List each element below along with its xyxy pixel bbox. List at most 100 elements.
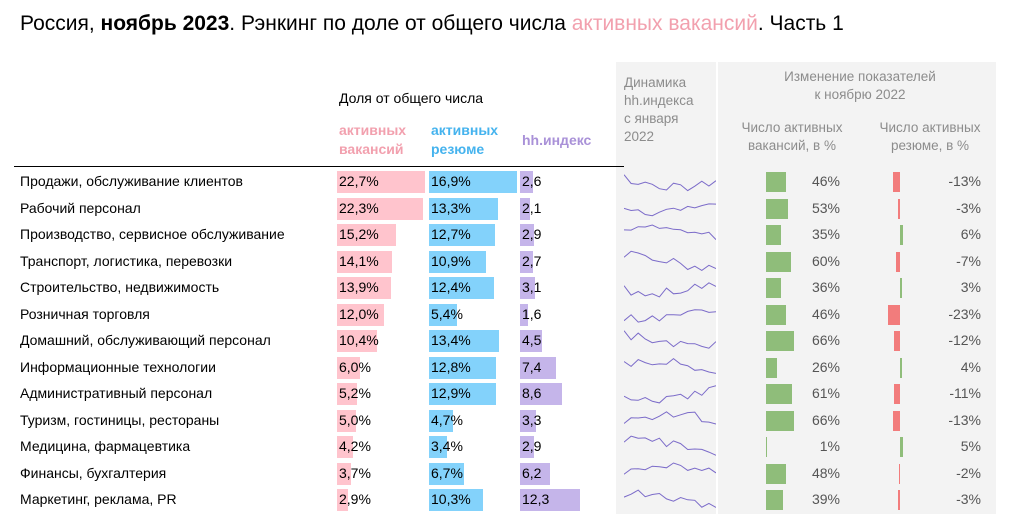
vacancies-value: 4,2% (339, 438, 371, 454)
resumes-bar (429, 303, 458, 326)
resumes-change-bar (900, 278, 902, 298)
sparkline-path (624, 461, 716, 475)
resumes-bar (429, 489, 483, 511)
title-suffix: . Часть 1 (757, 12, 844, 35)
vacancies-change-bar (766, 331, 794, 351)
vacancies-change-bar (766, 198, 789, 219)
vacancies-value: 12,0% (339, 305, 379, 322)
change-panel-background (616, 62, 996, 514)
index-sparkline (624, 250, 716, 271)
vacancies-bar (337, 330, 378, 352)
index-bar (520, 356, 557, 379)
title-period: ноябрь 2023 (100, 12, 230, 35)
sparkline-path (624, 308, 716, 323)
vacancies-change-value: 61% (811, 385, 840, 401)
resumes-bar (429, 250, 486, 273)
vacancies-change-value: 26% (811, 358, 840, 375)
vacancies-change-bar (766, 410, 794, 431)
resumes-bar (429, 356, 496, 379)
resumes-change-value: -13% (948, 411, 981, 428)
vacancies-change-value: 66% (811, 332, 840, 348)
index-bar (520, 409, 537, 432)
category-label: Медицина, фармацевтика (20, 438, 191, 454)
resumes-header-line2: резюме (431, 141, 485, 157)
vacancies-change-value: 46% (811, 305, 840, 322)
resumes-value: 3,4% (431, 438, 463, 454)
index-value: 2,1 (522, 199, 542, 216)
index-value: 3,3 (522, 411, 542, 428)
table-row: Производство, сервисное обслуживание 15,2… (0, 222, 1024, 248)
vacancies-change-bar (766, 251, 792, 272)
vacancies-header-line1: активных (339, 122, 407, 138)
resumes-change-value: -13% (948, 173, 981, 189)
change-vacancies-header-line2: вакансий, в % (748, 138, 836, 153)
vacancies-change-value: 46% (811, 173, 840, 189)
index-sparkline (624, 282, 716, 298)
resumes-change-bar (894, 384, 900, 404)
sparkline-path (624, 250, 716, 271)
vacancies-bar (337, 409, 357, 432)
vacancies-value: 15,2% (339, 226, 379, 242)
panel-separator (716, 62, 718, 514)
change-header: Изменение показателей к ноябрю 2022 (740, 68, 980, 104)
table-row: Розничная торговля 12,0% 5,4% 1,6 46% -23% (0, 302, 1024, 328)
resumes-change-bar (893, 331, 900, 351)
change-resumes-header-line2: резюме, в % (890, 138, 970, 153)
vacancies-value: 5,2% (339, 385, 371, 401)
index-bar (520, 383, 562, 405)
category-label: Транспорт, логистика, перевозки (20, 252, 233, 269)
index-value: 7,4 (522, 358, 542, 375)
index-value: 8,6 (522, 385, 542, 401)
vacancies-value: 22,7% (339, 173, 379, 189)
index-value: 2,9 (522, 438, 542, 454)
category-label: Маркетинг, реклама, PR (20, 491, 177, 507)
title-middle: . Рэнкинг по доле от общего числа (229, 12, 572, 35)
vacancies-bar (337, 383, 358, 405)
index-sparkline (624, 224, 716, 240)
resumes-change-value: 3% (960, 279, 981, 295)
vacancies-value: 13,9% (339, 279, 379, 295)
vacancies-change-bar (766, 225, 781, 245)
sparkline-path (624, 410, 716, 424)
index-sparkline (624, 410, 716, 424)
index-bar (520, 330, 542, 352)
resumes-change-bar (898, 198, 900, 219)
sparkline-path (624, 282, 716, 298)
table-row: Домашний, обслуживающий персонал 10,4% 13,… (0, 328, 1024, 354)
resumes-change-bar (900, 357, 903, 378)
change-vacancies-header: Число активных вакансий, в % (724, 119, 860, 155)
index-sparkline (624, 385, 716, 404)
sparkline-path (624, 174, 716, 192)
resumes-header: активных резюме (431, 121, 498, 159)
index-bar (520, 436, 535, 458)
index-sparkline (624, 435, 716, 456)
resumes-change-value: -3% (956, 491, 981, 507)
sparkline-path (624, 357, 716, 374)
resumes-value: 12,4% (431, 279, 471, 295)
vacancies-change-bar (766, 384, 792, 404)
vacancies-change-bar (766, 304, 786, 325)
index-bar (520, 277, 536, 299)
change-header-line2: к ноябрю 2022 (814, 87, 906, 102)
sparkline-path (624, 489, 716, 508)
index-value: 1,6 (522, 305, 542, 322)
vacancies-change-value: 60% (811, 252, 840, 269)
vacancies-bar (337, 436, 354, 458)
index-sparkline (624, 461, 716, 475)
table-row: Административный персонал 5,2% 12,9% 8,6 61%… (0, 381, 1024, 407)
vacancies-change-bar (766, 463, 787, 484)
table-row: Медицина, фармацевтика 4,2% 3,4% 2,9 1% 5% (0, 434, 1024, 460)
category-label: Розничная торговля (20, 305, 150, 322)
resumes-bar (429, 409, 454, 432)
index-header: hh.индекс (522, 132, 592, 148)
vacancies-change-bar (766, 278, 782, 298)
vacancies-change-bar (766, 490, 783, 510)
vacancies-value: 10,4% (339, 332, 379, 348)
index-sparkline (624, 330, 716, 349)
resumes-change-value: -23% (948, 305, 981, 322)
resumes-change-value: -7% (956, 252, 981, 269)
index-value: 2,9 (522, 226, 542, 242)
category-label: Продажи, обслуживание клиентов (20, 173, 243, 189)
vacancies-value: 22,3% (339, 199, 379, 216)
resumes-value: 4,7% (431, 411, 463, 428)
